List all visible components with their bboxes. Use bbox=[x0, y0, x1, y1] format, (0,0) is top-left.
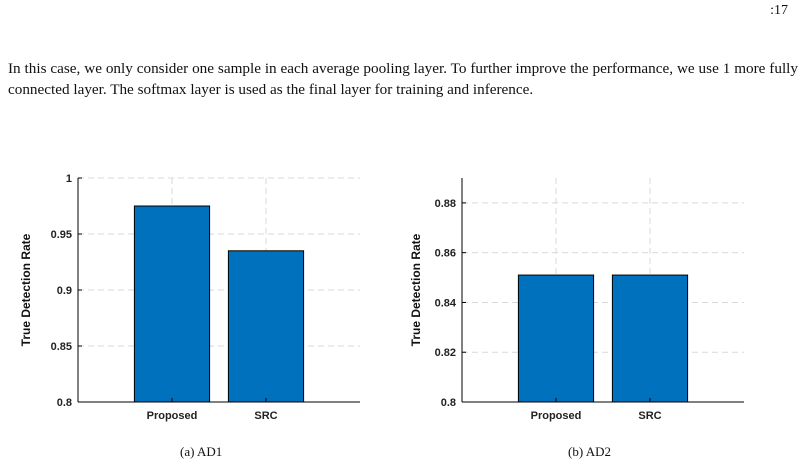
y-tick-label: 0.88 bbox=[435, 198, 456, 210]
grid bbox=[78, 177, 360, 403]
x-tick-label: SRC bbox=[254, 410, 277, 422]
y-tick-label: 0.8 bbox=[441, 397, 456, 409]
chart-ad2-svg: 0.8 0.82 0.84 0.86 0.88 Proposed SRC True Detec… bbox=[409, 178, 744, 422]
caption-ad2: (b) AD2 bbox=[568, 444, 611, 459]
x-tick-label: SRC bbox=[638, 410, 661, 422]
x-tick-label: Proposed bbox=[147, 410, 198, 422]
bar-proposed bbox=[133, 205, 211, 403]
bar-src bbox=[611, 274, 689, 403]
y-tick-label: 0.8 bbox=[57, 397, 72, 409]
y-tick-label: 1 bbox=[66, 173, 72, 185]
y-axis-label: True Detection Rate bbox=[409, 233, 423, 346]
caption-ad1: (a) AD1 bbox=[180, 444, 223, 459]
y-tick-label: 0.86 bbox=[435, 248, 456, 260]
y-tick-label: 0.84 bbox=[435, 297, 457, 309]
bar-proposed bbox=[517, 274, 595, 403]
chart-ad1-svg: 0.8 0.85 0.9 0.95 1 Proposed SRC True Detection… bbox=[19, 173, 360, 422]
grid bbox=[462, 178, 744, 403]
page-number: :17 bbox=[770, 3, 788, 18]
y-axis-label: True Detection Rate bbox=[19, 233, 33, 346]
y-tick-label: 0.85 bbox=[51, 341, 72, 353]
y-tick-label: 0.95 bbox=[51, 229, 72, 241]
chart-ad1: 0.8 0.85 0.9 0.95 1 Proposed SRC True Detection… bbox=[10, 168, 392, 438]
x-tick-label: Proposed bbox=[531, 410, 582, 422]
y-tick-label: 0.9 bbox=[57, 285, 72, 297]
body-paragraph: In this case, we only consider one sampl… bbox=[8, 60, 798, 98]
chart-ad2: 0.8 0.82 0.84 0.86 0.88 Proposed SRC True Detec… bbox=[400, 168, 792, 438]
y-tick-label: 0.82 bbox=[435, 347, 456, 359]
bar-src bbox=[227, 250, 305, 403]
